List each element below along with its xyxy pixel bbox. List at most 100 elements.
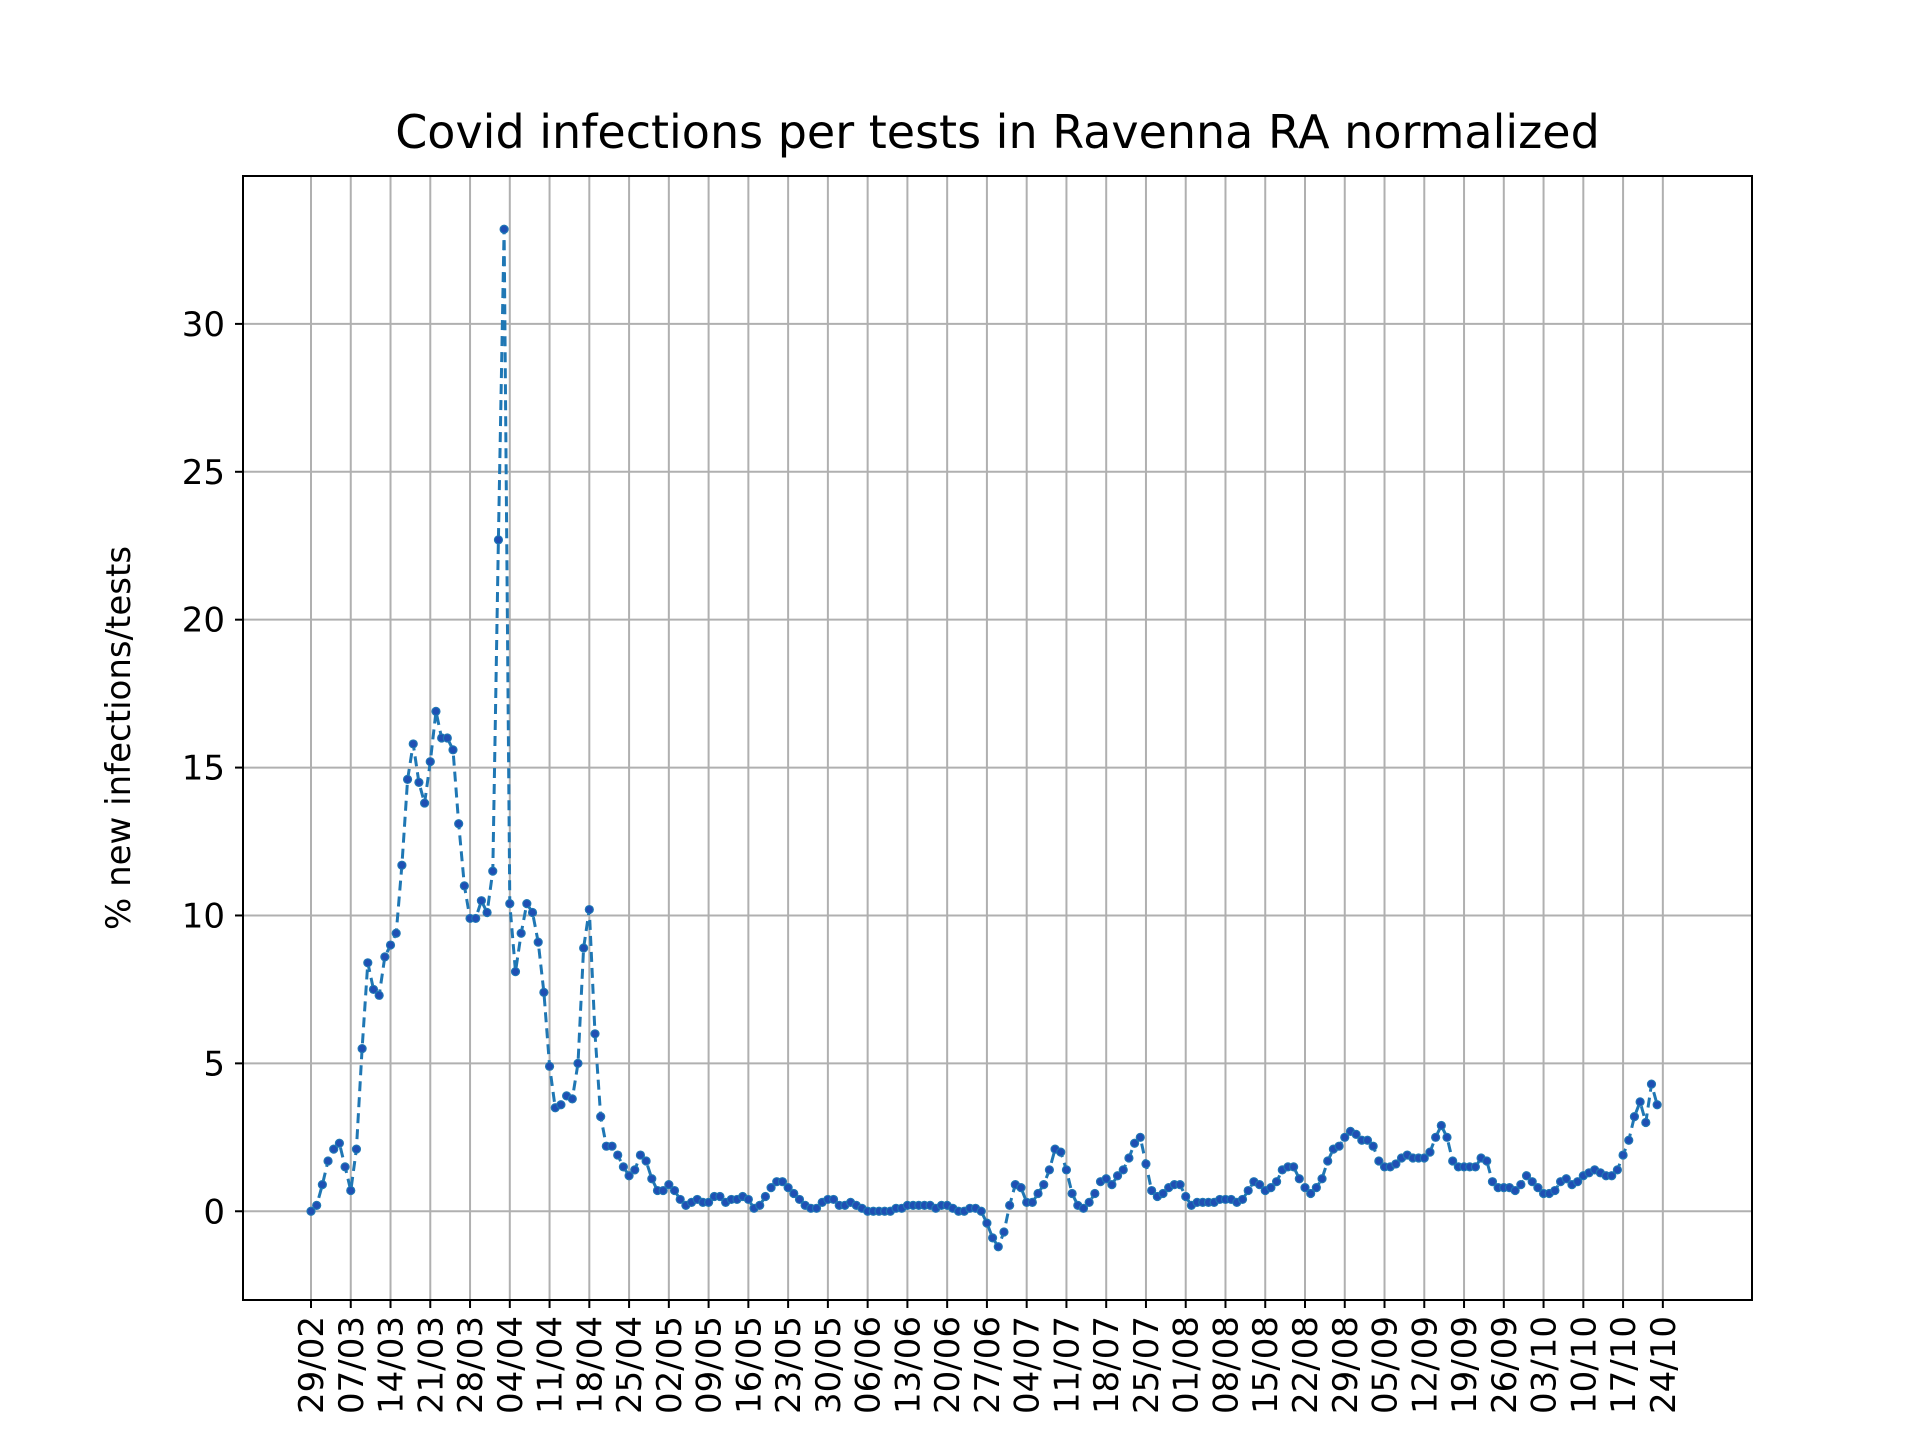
x-tick-label: 20/06 [928,1316,968,1414]
data-point [329,1144,339,1154]
data-point [669,1185,680,1196]
data-point [522,899,532,909]
data-point [533,937,543,947]
data-point [323,1156,333,1166]
data-point [1067,1188,1077,1199]
data-point [1419,1153,1429,1163]
x-tick-label: 14/03 [372,1316,412,1414]
data-point [408,739,418,749]
data-point [1271,1177,1282,1187]
data-point [1573,1177,1583,1187]
data-point [1334,1141,1344,1151]
data-point [1135,1132,1145,1142]
y-tick-label: 25 [182,453,225,493]
data-point [1368,1141,1378,1151]
data-point [999,1227,1009,1237]
data-point [1306,1188,1316,1199]
data-point [556,1100,566,1110]
data-point [1141,1159,1151,1169]
data-point [420,798,430,808]
x-tick-label: 17/10 [1604,1316,1644,1414]
data-point [1039,1180,1049,1190]
data-point [1033,1188,1043,1199]
data-point [317,1180,327,1190]
data-point [1056,1147,1066,1157]
data-point [357,1043,367,1054]
data-point [1300,1182,1310,1193]
data-point [334,1138,344,1148]
data-point [624,1171,634,1181]
data-point [414,777,424,787]
data-point [1533,1182,1543,1193]
x-tick-label: 16/05 [729,1316,769,1414]
x-axis: 29/02 07/03 14/03 21/03 28/03 04/04 11/04 18/04… [292,1300,1684,1414]
data-point [448,745,458,755]
data-point [539,987,549,997]
x-tick-label: 25/04 [610,1316,650,1414]
x-tick-label: 23/05 [769,1316,809,1414]
data-point [510,967,521,977]
data-point [454,819,464,829]
x-tick-label: 15/08 [1246,1316,1286,1414]
data-point [1351,1129,1361,1139]
data-point [647,1174,657,1184]
data-point [584,904,594,915]
y-tick-label: 5 [203,1044,225,1084]
x-tick-label: 12/09 [1405,1316,1445,1414]
data-point [664,1180,674,1190]
data-point [828,1194,839,1205]
data-point [1175,1180,1185,1190]
data-point [1362,1135,1373,1145]
data-point [425,757,435,767]
data-point [471,913,481,924]
x-tick-label: 22/08 [1286,1316,1326,1414]
x-tick-label: 29/08 [1326,1316,1366,1414]
x-tick-label: 26/09 [1485,1316,1525,1414]
x-tick-label: 27/06 [968,1316,1008,1414]
data-point [1470,1162,1481,1172]
data-point [385,940,396,950]
data-point [777,1177,788,1187]
data-point [402,774,413,785]
data-point [1635,1097,1645,1107]
data-point [1317,1174,1327,1184]
x-tick-label: 30/05 [809,1316,849,1414]
data-point [760,1191,771,1202]
y-tick-label: 15 [182,749,225,789]
data-point [1340,1132,1350,1142]
y-tick-label: 0 [203,1192,225,1232]
x-tick-label: 11/07 [1047,1316,1087,1414]
data-point [499,224,509,234]
data-point [1101,1174,1111,1184]
x-tick-label: 29/02 [292,1316,332,1414]
data-point [1431,1132,1441,1142]
x-tick-label: 04/04 [491,1316,531,1414]
data-point [346,1185,356,1196]
data-point [811,1203,822,1213]
x-tick-label: 09/05 [690,1316,730,1414]
data-point [658,1185,668,1196]
data-point [1107,1180,1117,1190]
data-point [982,1218,992,1228]
data-point [1374,1156,1384,1166]
x-tick-label: 24/10 [1644,1316,1684,1414]
data-point [641,1156,651,1166]
data-point [1521,1171,1532,1181]
data-point [1624,1135,1634,1145]
data-point [675,1194,685,1205]
data-point [493,535,504,545]
series-line [309,229,1659,1251]
data-point [630,1165,640,1175]
data-point [1510,1185,1520,1196]
data-point [431,706,441,716]
y-tick-label: 10 [182,896,225,936]
y-tick-label: 30 [182,305,225,345]
x-tick-label: 03/10 [1525,1316,1565,1414]
data-point [340,1162,350,1172]
data-point [1243,1185,1253,1196]
data-point [1294,1174,1304,1184]
data-point [1442,1132,1452,1142]
data-point [544,1061,555,1071]
data-point [1027,1197,1037,1207]
